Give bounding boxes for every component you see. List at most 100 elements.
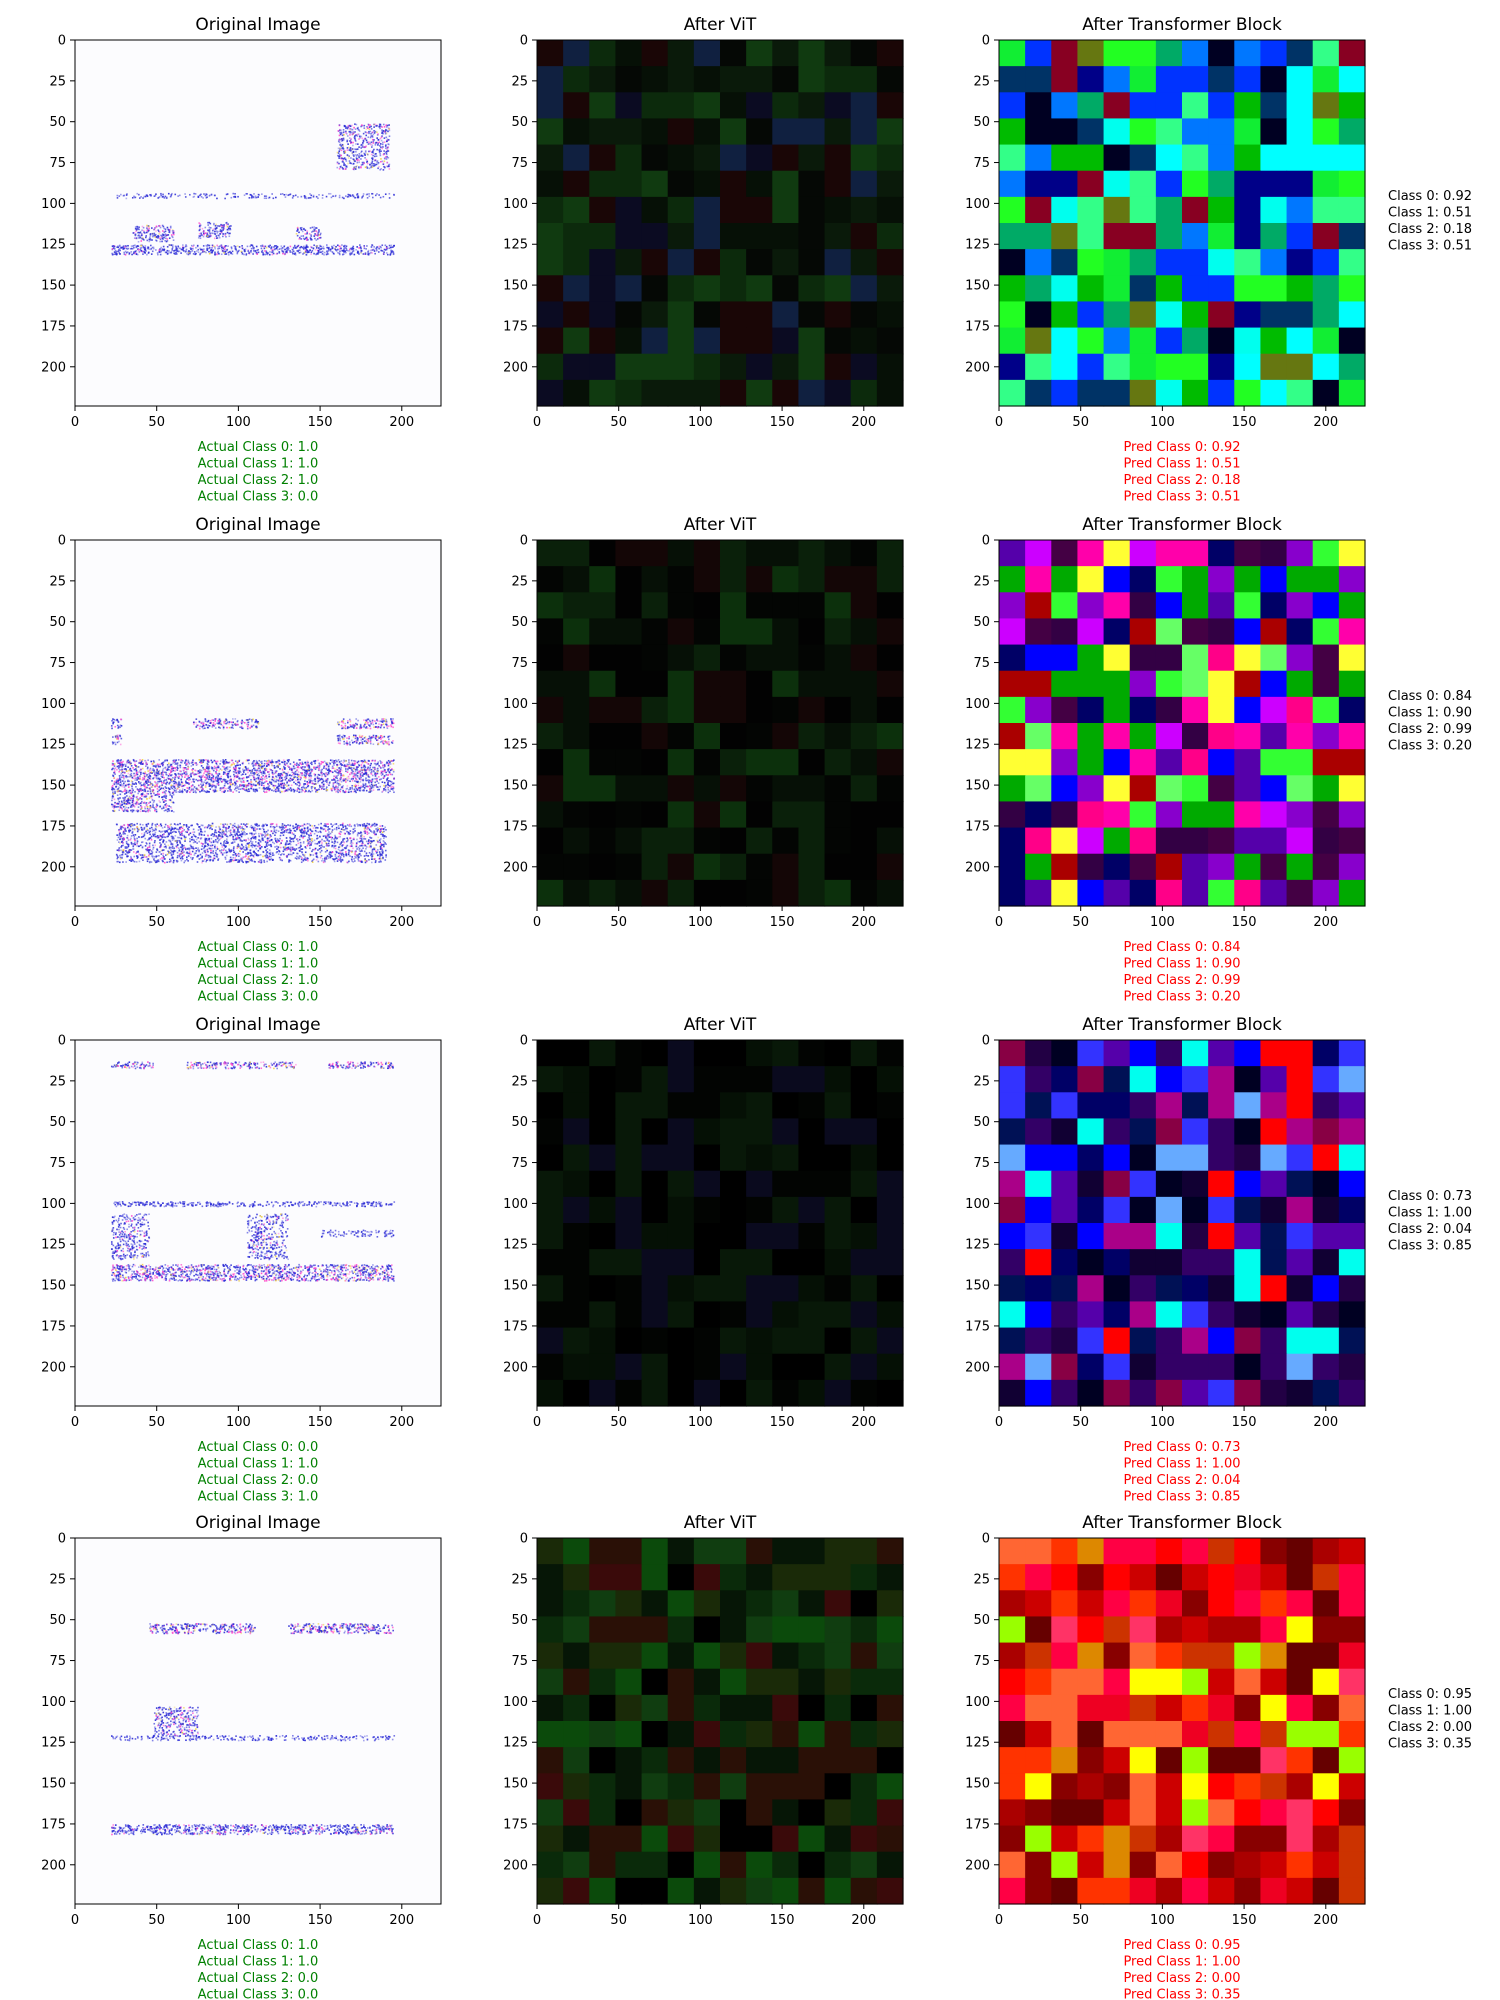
row-2-original-pixel	[377, 771, 379, 773]
row-2-original-pixel	[280, 773, 282, 775]
row-1-original-pixel	[355, 168, 357, 170]
row-1-block-cell	[1025, 301, 1052, 328]
row-2-original-pixel	[266, 791, 268, 793]
row-2-original-pixel	[224, 768, 226, 770]
row-1-original-pixel	[379, 149, 381, 151]
row-1-block-cell	[1339, 354, 1366, 381]
row-2-original-pixel	[310, 780, 312, 782]
row-2-original-pixel	[285, 764, 287, 766]
row-1-block-cell	[1287, 197, 1314, 224]
row-1-original-pixel	[169, 244, 171, 246]
row-1-vit-cell	[877, 118, 904, 145]
row-1-original-pixel	[138, 194, 140, 196]
row-2-original-pixel	[237, 773, 239, 775]
row-2-original-pixel	[347, 785, 349, 787]
row-1-original-pixel	[138, 229, 140, 231]
row-2-original-pixel	[159, 779, 161, 781]
row-2-original-pixel	[128, 807, 130, 809]
row-2-original-pixel	[152, 789, 154, 791]
row-2-original-pixel	[136, 779, 138, 781]
row-1-original-pixel	[351, 129, 353, 131]
row-1-vit-cell	[798, 171, 825, 198]
row-1-original-pixel	[347, 135, 349, 137]
row-2-original-pixel	[365, 777, 367, 779]
row-1-original-pixel	[227, 249, 229, 251]
row-1-vit-cell	[642, 354, 669, 381]
row-1-vit-cell	[537, 223, 564, 250]
row-1-original-pixel	[212, 233, 214, 235]
row-1-vit-cell	[668, 118, 695, 145]
row-2-original-pixel	[187, 766, 189, 768]
row-2-original-pixel	[173, 786, 175, 788]
row-2-original-pixel	[194, 786, 196, 788]
row-2-original-pixel	[332, 766, 334, 768]
row-2-original-pixel	[310, 791, 312, 793]
row-1-original-pixel	[209, 195, 211, 197]
row-2-original-pixel	[304, 774, 306, 776]
row-2-original-pixel	[174, 763, 176, 765]
row-1-original-pixel	[126, 194, 128, 196]
row-2-original-pixel	[132, 788, 134, 790]
row-1-original-pixel	[120, 247, 122, 249]
row-1-block-cell	[1077, 328, 1104, 355]
row-1-original-pixel	[193, 196, 195, 198]
row-2-original-pixel	[286, 763, 288, 765]
row-2-original-pixel	[233, 768, 235, 770]
row-1-original-pixel	[140, 196, 142, 198]
row-2-original-pixel	[255, 770, 257, 772]
row-2-original-pixel	[140, 811, 142, 813]
row-1-original-pixel	[166, 241, 168, 243]
row-1-original-pixel	[240, 251, 242, 253]
row-1-original-pixel	[378, 139, 380, 141]
row-2-original-pixel	[156, 777, 158, 779]
row-2-original-pixel	[220, 776, 222, 778]
row-2-original-pixel	[187, 788, 189, 790]
row-1-vit-cell	[642, 145, 669, 172]
row-2-original-pixel	[186, 778, 188, 780]
row-1-original-pixel	[343, 246, 345, 248]
row-1-vit-cell	[851, 275, 878, 302]
row-2-original-pixel	[181, 776, 183, 778]
row-1-original-pixel	[242, 248, 244, 250]
row-1-original-pixel	[271, 247, 273, 249]
row-2-original-pixel	[185, 791, 187, 793]
row-1-original-pixel	[269, 245, 271, 247]
row-2-original-pixel	[301, 775, 303, 777]
row-1-original-pixel	[342, 167, 344, 169]
row-1-original-pixel	[254, 197, 256, 199]
row-2-original-pixel	[159, 785, 161, 787]
row-1-original-pixel	[222, 236, 224, 238]
row-1-original-pixel	[238, 250, 240, 252]
row-2-original-pixel	[238, 791, 240, 793]
row-2-original-pixel	[311, 762, 313, 764]
row-1-original-pixel	[340, 155, 342, 157]
row-1-block-cell	[1287, 380, 1314, 407]
row-1-original-pixel	[130, 248, 132, 250]
row-2-original-pixel	[365, 779, 367, 781]
row-2-original-pixel	[157, 788, 159, 790]
row-2-original-pixel	[286, 777, 288, 779]
row-1-original-title: Original Image	[195, 15, 320, 35]
row-1-block-cell	[999, 380, 1026, 407]
row-1-block-cell	[1287, 249, 1314, 276]
row-1-original-pixel	[174, 253, 176, 255]
row-1-original-pixel	[134, 197, 136, 199]
row-1-original-pixel	[253, 193, 255, 195]
row-2-original-pixel	[315, 781, 317, 783]
row-2-original-pixel	[118, 771, 120, 773]
row-1-original-pixel	[303, 228, 305, 230]
row-1-original-pixel	[249, 197, 251, 199]
row-1-block-cell	[1104, 40, 1131, 67]
row-2-original-pixel	[171, 797, 173, 799]
row-2-original-pixel	[364, 785, 366, 787]
row-2-original-pixel	[174, 776, 176, 778]
row-2-original-pixel	[201, 765, 203, 767]
row-1-block-cell	[1234, 380, 1261, 407]
row-1-original-pixel	[367, 167, 369, 169]
row-2-original-pixel	[286, 785, 288, 787]
row-1-vit-cell	[563, 249, 590, 276]
row-1-original-pixel	[162, 230, 164, 232]
row-1-vit-cell	[589, 197, 616, 224]
row-1-vit-cell	[537, 145, 564, 172]
row-2-original-pixel	[366, 762, 368, 764]
